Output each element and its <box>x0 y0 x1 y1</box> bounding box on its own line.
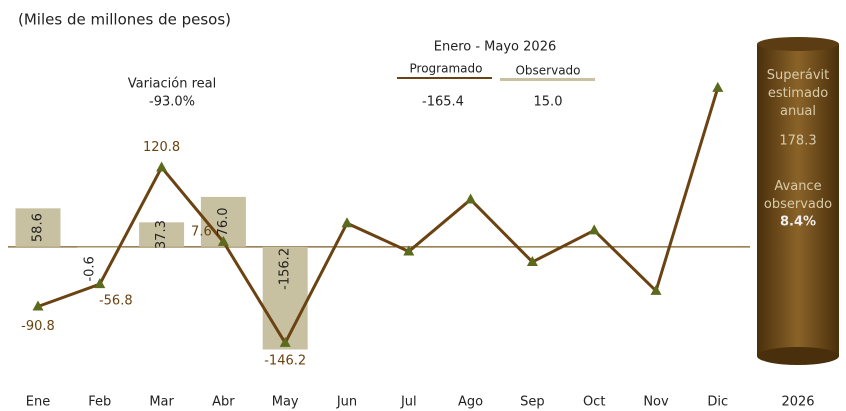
marker <box>465 193 477 204</box>
line-label: -146.2 <box>264 353 306 368</box>
marker <box>279 336 291 347</box>
x-tick-label: Abr <box>212 395 235 410</box>
avance-value: 8.4% <box>780 215 816 230</box>
bar <box>262 246 308 350</box>
marker <box>650 284 662 295</box>
x-tick-label: May <box>272 395 299 410</box>
x-tick-label: Jul <box>400 395 417 410</box>
side-panel: Superávit estimado anual 178.3 Avance obser… <box>757 37 839 410</box>
variacion-value: -93.0% <box>149 95 195 110</box>
period: Enero - Mayo 2026 <box>434 40 556 55</box>
legend-swatch <box>500 78 595 81</box>
marker <box>588 224 600 235</box>
marker <box>217 235 229 246</box>
marker <box>94 278 106 289</box>
x-tick-label: Ago <box>458 395 483 410</box>
x-tick-label: Nov <box>643 395 669 410</box>
x-tick-label: Sep <box>520 395 545 410</box>
marker <box>712 81 724 92</box>
superavit-label: Superávit estimado anual <box>767 68 829 119</box>
x-tick-label: Feb <box>88 395 111 410</box>
line-label: 120.8 <box>143 140 180 155</box>
observado-total: 15.0 <box>534 95 563 110</box>
marker <box>32 300 44 311</box>
bar-label: 76.0 <box>216 207 231 236</box>
bar-label: -0.6 <box>82 256 97 281</box>
variacion-label: Variación real <box>128 77 217 92</box>
bar-label: 37.3 <box>154 220 169 249</box>
cylinder <box>757 44 839 356</box>
legend-label: Observado <box>515 64 580 78</box>
line-label: -56.8 <box>99 294 133 309</box>
x-tick-label: Mar <box>149 395 174 410</box>
superavit-value: 178.3 <box>779 134 816 149</box>
bar <box>15 208 61 247</box>
bar <box>139 222 185 247</box>
legend-label: Programado <box>410 62 483 76</box>
line-label: 7.6 <box>191 224 212 239</box>
subtitle: (Miles de millones de pesos) <box>18 11 231 29</box>
marker <box>156 161 168 172</box>
line <box>37 87 720 346</box>
marker <box>341 217 353 228</box>
cylinder-bottom <box>757 347 839 365</box>
x-tick-label: Ene <box>26 395 50 410</box>
marker <box>403 245 415 256</box>
avance-label: Avance observado <box>764 179 832 212</box>
marker <box>526 255 538 266</box>
cylinder-top <box>757 37 839 51</box>
programado-total: -165.4 <box>422 95 464 110</box>
x-tick-label: Jun <box>336 395 357 410</box>
bar-label: 58.6 <box>31 213 46 242</box>
year-label: 2026 <box>781 395 814 410</box>
x-tick-label: Oct <box>583 395 605 410</box>
x-tick-label: Dic <box>707 395 728 410</box>
line-label: -90.8 <box>21 319 55 334</box>
bar-label: -156.2 <box>278 248 293 290</box>
